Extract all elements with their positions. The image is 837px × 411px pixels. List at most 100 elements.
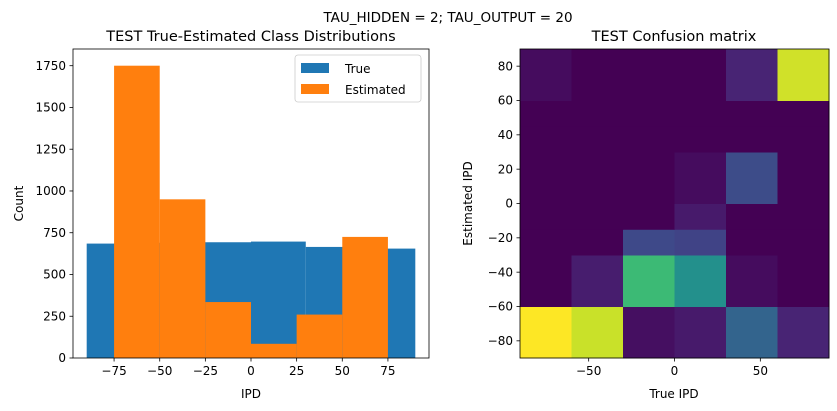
y-tick-label: −60 [488,300,513,314]
y-tick-label: 0 [58,351,66,365]
confusion-matrix-x-axis-label: True IPD [648,387,698,401]
y-tick-label: 60 [498,94,513,108]
heatmap-cell-r7-c0 [520,49,572,101]
bar-estimated-2 [205,302,251,358]
heatmap-cell-r7-c5 [777,49,830,101]
histogram-x-axis-label: IPD [241,387,261,401]
y-tick-label: 1500 [35,101,66,115]
x-tick-label: 50 [335,364,350,378]
x-tick-label: 0 [671,364,679,378]
y-tick-label: −40 [488,265,513,279]
histogram-y-axis-label: Count [12,185,26,221]
heatmap-cell-r3-c1 [571,203,624,230]
heatmap-cell-r7-c1 [571,49,624,101]
x-tick-label: −25 [193,364,218,378]
legend-label-estimated: Estimated [345,83,406,97]
heatmap-cell-r0-c5 [777,306,830,359]
heatmap-cell-r1-c2 [623,255,675,307]
heatmap-cell-r2-c3 [674,229,727,256]
x-tick-label: −50 [576,364,601,378]
heatmap-cell-r2-c2 [623,229,675,256]
heatmap-cell-r6-c1 [571,100,624,127]
x-tick-label: 0 [247,364,255,378]
confusion-matrix-y-axis-label: Estimated IPD [461,161,475,245]
heatmap-cell-r7-c3 [674,49,727,101]
heatmap-cell-r5-c4 [726,126,778,153]
x-tick-label: 75 [380,364,395,378]
heatmap-cell-r2-c1 [571,229,624,256]
bar-estimated-0 [114,65,160,359]
heatmap-cell-r5-c1 [571,126,624,153]
y-tick-label: −80 [488,334,513,348]
histogram-y-ticks: 0 250 500 750 1000 1250 1500 1750 [35,59,73,365]
heatmap-cell-r4-c3 [674,152,727,204]
heatmap-cell-r1-c5 [777,255,830,307]
histogram-legend: True Estimated [294,54,422,103]
heatmap-cell-r0-c3 [674,306,727,359]
heatmap-cell-r7-c2 [623,49,675,101]
y-tick-label: 40 [498,128,513,142]
legend-label-true: True [344,62,371,76]
heatmap-cell-r1-c4 [726,255,778,307]
y-tick-label: 500 [43,268,66,282]
bar-estimated-3 [251,343,297,358]
heatmap-cell-r1-c1 [571,255,624,307]
y-tick-label: 0 [505,197,513,211]
heatmap-cell-r0-c4 [726,306,778,359]
heatmap-cell-r3-c4 [726,203,778,230]
x-tick-label: 50 [753,364,768,378]
bar-estimated-5 [342,236,388,358]
bar-estimated-4 [296,314,343,358]
histogram-chart: TEST True-Estimated Class Distributions … [12,29,430,401]
confusion-matrix-x-ticks: −50 0 50 [576,358,768,378]
heatmap-cell-r2-c0 [520,229,572,256]
y-tick-label: 80 [498,59,513,73]
heatmap-cell-r3-c2 [623,203,675,230]
y-tick-label: −20 [488,231,513,245]
heatmap-cell-r2-c4 [726,229,778,256]
heatmap-cell-r6-c5 [777,100,830,127]
figure-suptitle: TAU_HIDDEN = 2; TAU_OUTPUT = 20 [322,10,572,26]
x-tick-label: 25 [289,364,304,378]
heatmap-cell-r3-c0 [520,203,572,230]
heatmap-cell-r5-c5 [777,126,830,153]
heatmap-cell-r4-c0 [520,152,572,204]
heatmap-cell-r5-c2 [623,126,675,153]
y-tick-label: 1250 [35,142,66,156]
confusion-matrix-cells [520,49,830,359]
heatmap-cell-r4-c1 [571,152,624,204]
heatmap-cell-r0-c0 [520,306,572,359]
heatmap-cell-r4-c4 [726,152,778,204]
confusion-matrix-chart: TEST Confusion matrix −50 0 50 −80 −60 −40 −2… [461,29,830,401]
heatmap-cell-r1-c0 [520,255,572,307]
histogram-title: TEST True-Estimated Class Distributions [105,29,395,45]
heatmap-cell-r7-c4 [726,49,778,101]
heatmap-cell-r2-c5 [777,229,830,256]
heatmap-cell-r1-c3 [674,255,727,307]
heatmap-cell-r6-c4 [726,100,778,127]
heatmap-cell-r5-c0 [520,126,572,153]
legend-swatch-true [301,63,329,73]
heatmap-cell-r4-c5 [777,152,830,204]
y-tick-label: 750 [43,226,66,240]
x-tick-label: −75 [101,364,126,378]
histogram-x-ticks: −75 −50 −25 0 25 50 75 [101,358,396,378]
heatmap-cell-r5-c3 [674,126,727,153]
y-tick-label: 20 [498,162,513,176]
y-tick-label: 250 [43,309,66,323]
x-tick-label: −50 [147,364,172,378]
heatmap-cell-r3-c5 [777,203,830,230]
y-tick-label: 1750 [35,59,66,73]
legend-swatch-estimated [301,84,329,94]
heatmap-cell-r6-c3 [674,100,727,127]
heatmap-cell-r6-c0 [520,100,572,127]
heatmap-cell-r3-c3 [674,203,727,230]
heatmap-cell-r4-c2 [623,152,675,204]
y-tick-label: 1000 [35,184,66,198]
heatmap-cell-r6-c2 [623,100,675,127]
bar-estimated-1 [159,199,206,358]
histogram-bars [86,65,416,359]
confusion-matrix-y-ticks: −80 −60 −40 −20 0 20 40 60 80 [488,59,520,348]
heatmap-cell-r0-c1 [571,306,624,359]
